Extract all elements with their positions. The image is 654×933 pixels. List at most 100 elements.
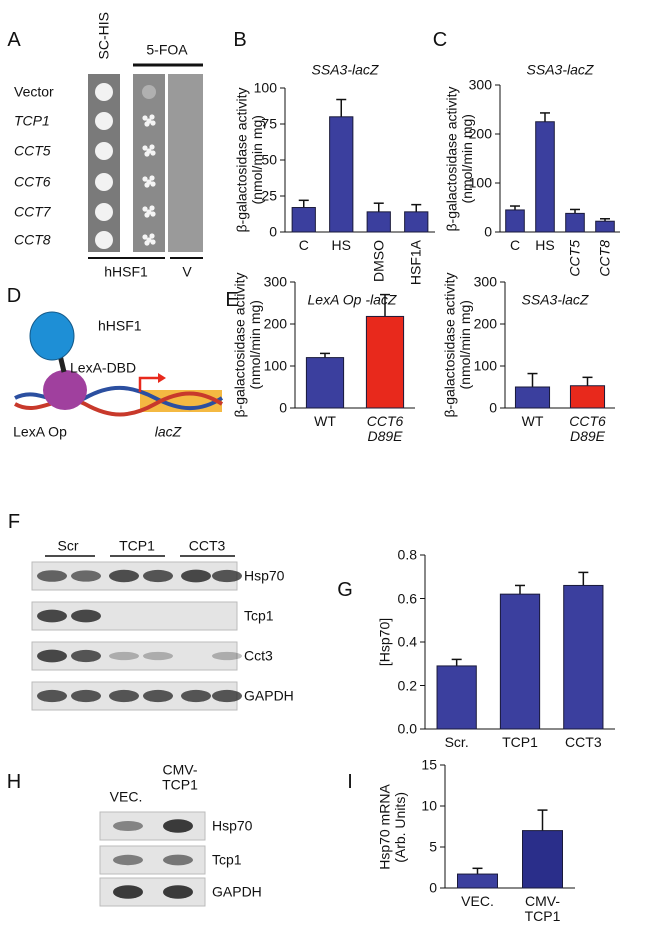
blot-band — [163, 885, 193, 899]
y-tick-label: 0 — [269, 223, 277, 240]
blot-band — [37, 649, 67, 663]
blot-band — [109, 689, 139, 703]
footer-label: hHSF1 — [104, 263, 148, 280]
y-axis-label: [Hsp70] — [376, 617, 393, 667]
lane-label: VEC. — [109, 788, 143, 805]
y-tick-label: 200 — [473, 315, 497, 332]
blot-band — [212, 651, 242, 661]
plate — [133, 74, 165, 252]
yeast-colony — [150, 239, 156, 245]
y-tick-label: 0 — [279, 399, 287, 416]
yeast-colony — [146, 118, 152, 124]
y-tick-label: 100 — [263, 357, 287, 374]
band-label: Hsp70 — [244, 567, 285, 584]
x-tick-label: HS — [535, 237, 555, 253]
error-bar — [540, 112, 550, 122]
y-tick-label: 10 — [421, 797, 437, 814]
blot-band — [109, 569, 139, 583]
yeast-colony — [149, 144, 155, 150]
error-bar — [570, 208, 580, 214]
band-label: Tcp1 — [244, 607, 274, 624]
panel-letter: A — [7, 29, 21, 51]
blot-band — [71, 689, 101, 703]
blot-band — [113, 854, 143, 866]
bar — [366, 211, 391, 233]
bar — [569, 385, 606, 409]
lexa-dbd — [43, 370, 87, 410]
strain-label: CCT8 — [14, 231, 51, 248]
blot-band — [71, 570, 101, 582]
yeast-colony — [146, 209, 152, 215]
y-tick-label: 0 — [429, 879, 437, 896]
bar — [522, 830, 563, 889]
y-tick-label: 0 — [484, 223, 492, 240]
blot-band — [143, 689, 173, 703]
x-tick-label: CMV- TCP1 — [524, 893, 561, 925]
bar — [329, 116, 354, 233]
panel-letter: F — [7, 511, 21, 533]
y-tick-label: 300 — [263, 273, 287, 290]
x-tick-label: CCT8 — [596, 240, 613, 277]
x-tick-label: CCT3 — [565, 734, 602, 750]
error-bar — [510, 205, 520, 210]
yeast-spot — [95, 112, 113, 130]
y-tick-label: 15 — [421, 756, 437, 773]
bar — [305, 357, 345, 409]
yeast-colony — [146, 148, 152, 154]
y-axis-label: β-galactosidase activity (nmol/min mg) — [233, 87, 265, 233]
bar — [514, 386, 551, 409]
blot-band — [143, 651, 173, 661]
construct-diagram — [14, 311, 224, 417]
y-axis-label: β-galactosidase activity (nmol/min mg) — [231, 272, 263, 418]
error-bar — [537, 809, 548, 831]
dna-strand — [14, 391, 224, 417]
bar — [563, 584, 604, 730]
y-tick-label: 100 — [253, 79, 277, 96]
group-label: Scr — [57, 537, 79, 554]
x-tick-label: WT — [521, 413, 544, 429]
error-bar — [320, 352, 330, 358]
panel-letter: B — [233, 29, 247, 51]
panel-letter: E — [225, 289, 239, 311]
diagram-label: hHSF1 — [98, 317, 142, 334]
blot-band — [37, 609, 67, 623]
y-tick-label: 100 — [468, 174, 492, 191]
yeast-colony — [150, 181, 156, 187]
strain-label: TCP1 — [14, 112, 50, 129]
error-bar — [582, 376, 593, 386]
y-tick-label: 75 — [261, 115, 277, 132]
group-label: TCP1 — [119, 537, 155, 554]
blot-band — [113, 820, 143, 832]
blot-band — [212, 569, 242, 583]
y-tick-label: 200 — [468, 125, 492, 142]
y-tick-label: 0.2 — [397, 676, 417, 693]
y-axis-label: Hsp70 mRNA (Arb. Units) — [376, 783, 408, 870]
blot-band — [163, 819, 193, 833]
bar — [404, 211, 429, 233]
bar — [499, 593, 541, 730]
bar — [365, 315, 405, 409]
band-label: Cct3 — [244, 647, 273, 664]
yeast-colony — [146, 179, 152, 185]
bar — [595, 220, 615, 233]
bar — [436, 665, 477, 730]
strain-label: CCT5 — [14, 142, 51, 159]
error-bar — [373, 202, 384, 212]
y-axis-label: β-galactosidase activity (nmol/min mg) — [441, 272, 473, 418]
bar — [565, 212, 585, 233]
yeast-colony — [150, 150, 156, 156]
yeast-colony — [150, 211, 156, 217]
yeast-colony — [150, 120, 156, 126]
blot-band — [143, 569, 173, 583]
x-tick-label: HS — [331, 237, 351, 253]
yeast-spot — [142, 85, 156, 99]
yeast-colony — [146, 237, 152, 243]
yeast-colony — [142, 115, 148, 121]
yeast-colony — [149, 205, 155, 211]
error-bar — [472, 867, 483, 875]
blot-band — [37, 689, 67, 703]
band-label: Tcp1 — [212, 851, 242, 868]
yeast-spot — [95, 231, 113, 249]
